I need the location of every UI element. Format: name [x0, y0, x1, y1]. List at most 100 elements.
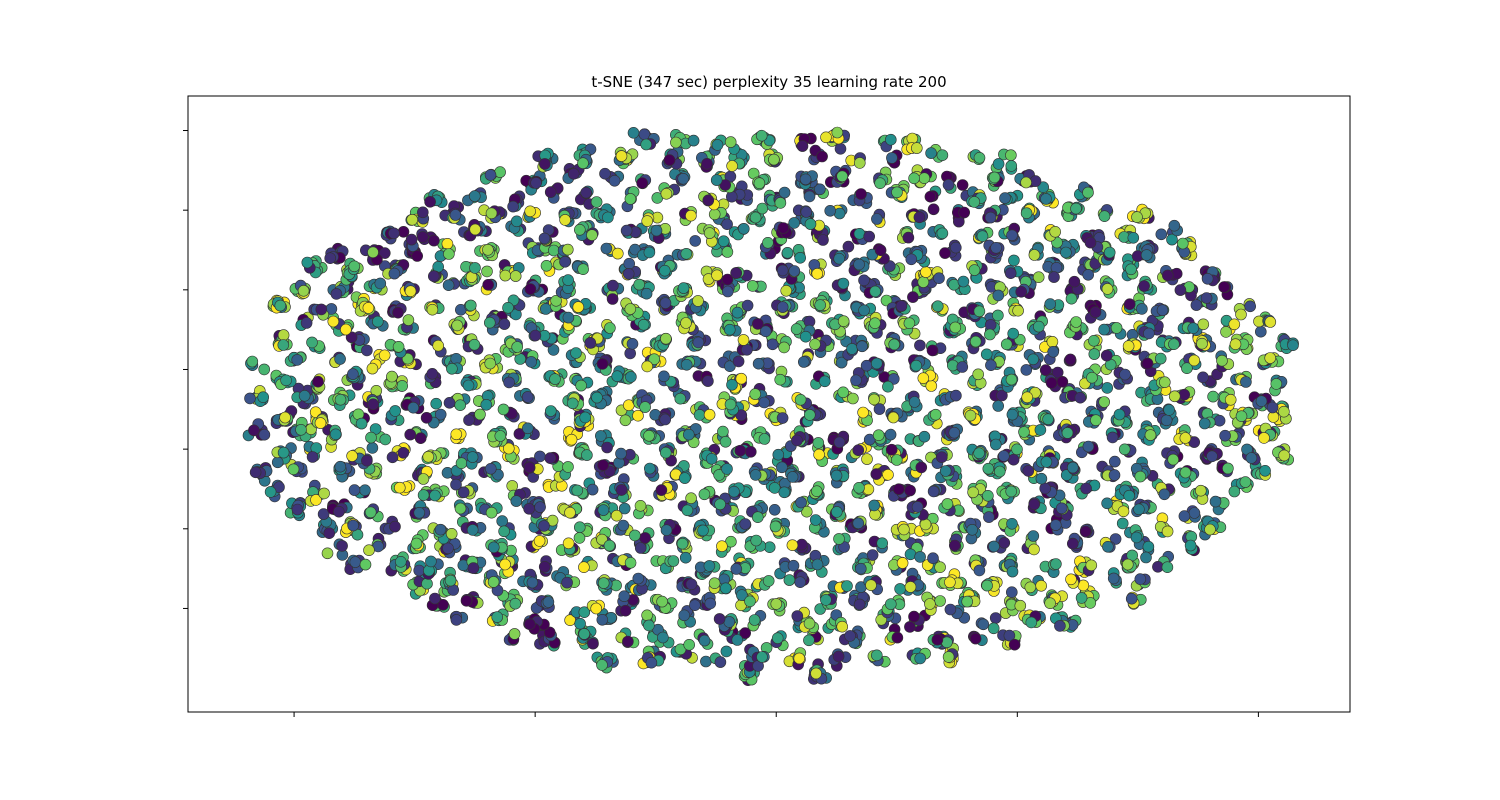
data-point-1677 — [721, 463, 733, 475]
data-point-896 — [676, 537, 689, 550]
data-point-2886 — [334, 353, 346, 365]
data-point-2849 — [1119, 368, 1131, 381]
data-point-2231 — [1258, 432, 1270, 444]
data-point-3037 — [1064, 353, 1077, 366]
data-point-3390 — [723, 323, 736, 336]
data-point-3853 — [746, 280, 759, 292]
data-point-1925 — [861, 453, 873, 465]
data-point-1188 — [364, 506, 377, 519]
data-point-1498 — [904, 484, 916, 497]
data-point-4568 — [685, 209, 697, 222]
data-point-4103 — [1008, 254, 1020, 267]
data-point-3643 — [776, 301, 789, 313]
data-point-3480 — [1110, 322, 1123, 334]
data-point-4266 — [842, 240, 855, 253]
data-point-2514 — [443, 396, 456, 409]
data-point-3298 — [300, 317, 313, 329]
data-point-3703 — [1044, 298, 1056, 310]
data-point-4849 — [753, 177, 766, 189]
data-point-2770 — [702, 375, 714, 387]
data-point-1006 — [445, 527, 458, 540]
data-point-4664 — [1131, 211, 1143, 223]
data-point-923 — [876, 537, 889, 550]
data-point-643 — [349, 556, 362, 568]
data-point-4843 — [710, 174, 723, 186]
data-point-834 — [410, 537, 423, 550]
data-point-892 — [679, 551, 692, 564]
data-point-4969 — [701, 158, 713, 170]
data-point-3174 — [741, 343, 753, 356]
data-point-2855 — [1159, 376, 1171, 389]
data-point-2118 — [717, 425, 729, 438]
data-point-124 — [578, 628, 591, 640]
data-point-3033 — [1020, 364, 1033, 376]
data-point-1364 — [1188, 507, 1201, 519]
data-point-479 — [1075, 592, 1088, 604]
data-point-4445 — [817, 234, 829, 246]
data-point-3074 — [1264, 352, 1276, 364]
data-point-2469 — [244, 392, 256, 405]
data-point-1565 — [1228, 485, 1241, 498]
data-point-3743 — [1235, 308, 1247, 321]
data-point-588 — [865, 579, 877, 592]
data-point-4525 — [449, 209, 462, 221]
data-point-2994 — [860, 359, 873, 372]
data-point-1469 — [778, 486, 791, 499]
data-point-3229 — [1000, 338, 1013, 351]
data-point-2147 — [884, 428, 897, 441]
data-point-345 — [509, 597, 522, 610]
data-point-274 — [836, 620, 849, 633]
data-point-228 — [596, 613, 609, 626]
data-point-4337 — [1140, 249, 1153, 261]
data-point-644 — [359, 558, 372, 571]
data-point-958 — [1102, 540, 1114, 553]
data-point-1802 — [271, 456, 284, 469]
data-point-1841 — [422, 450, 435, 463]
data-point-4465 — [936, 227, 949, 240]
data-point-1820 — [346, 450, 358, 462]
data-point-4141 — [1162, 269, 1174, 282]
data-point-922 — [866, 549, 879, 561]
data-point-4114 — [1048, 271, 1060, 283]
data-point-3983 — [388, 267, 401, 280]
data-point-366 — [619, 604, 632, 617]
data-point-548 — [632, 572, 645, 585]
data-point-404 — [770, 598, 783, 610]
data-point-1219 — [523, 502, 535, 515]
data-point-2357 — [857, 406, 869, 419]
data-point-232 — [643, 619, 655, 632]
data-point-3630 — [731, 306, 744, 319]
data-point-307 — [1025, 616, 1038, 629]
data-point-172 — [891, 631, 904, 644]
data-point-4817 — [567, 168, 580, 180]
data-point-4394 — [586, 229, 598, 241]
data-point-3604 — [624, 303, 637, 315]
data-point-664 — [413, 564, 426, 577]
data-point-3125 — [511, 341, 524, 353]
data-point-2095 — [601, 441, 613, 454]
data-point-3201 — [856, 340, 868, 353]
data-point-141 — [657, 631, 669, 644]
data-point-2271 — [434, 408, 447, 421]
data-point-397 — [736, 589, 748, 601]
data-point-4256 — [762, 237, 774, 249]
data-point-928 — [904, 548, 917, 561]
data-point-2119 — [719, 435, 732, 448]
data-point-3346 — [529, 329, 542, 342]
data-point-493 — [421, 577, 433, 590]
data-point-2045 — [295, 423, 307, 436]
data-point-3898 — [957, 275, 970, 288]
data-point-1339 — [1055, 502, 1068, 515]
data-point-2366 — [887, 411, 900, 424]
data-point-960 — [1140, 551, 1152, 564]
data-point-1445 — [655, 484, 668, 496]
data-point-318 — [1054, 620, 1066, 632]
data-point-4905 — [988, 171, 1001, 184]
data-point-1939 — [890, 454, 903, 466]
data-point-505 — [444, 574, 457, 587]
data-point-1274 — [800, 505, 813, 518]
data-point-4799 — [484, 169, 497, 181]
data-point-1903 — [744, 445, 757, 458]
data-point-198 — [1008, 638, 1021, 651]
data-point-4730 — [778, 186, 791, 199]
